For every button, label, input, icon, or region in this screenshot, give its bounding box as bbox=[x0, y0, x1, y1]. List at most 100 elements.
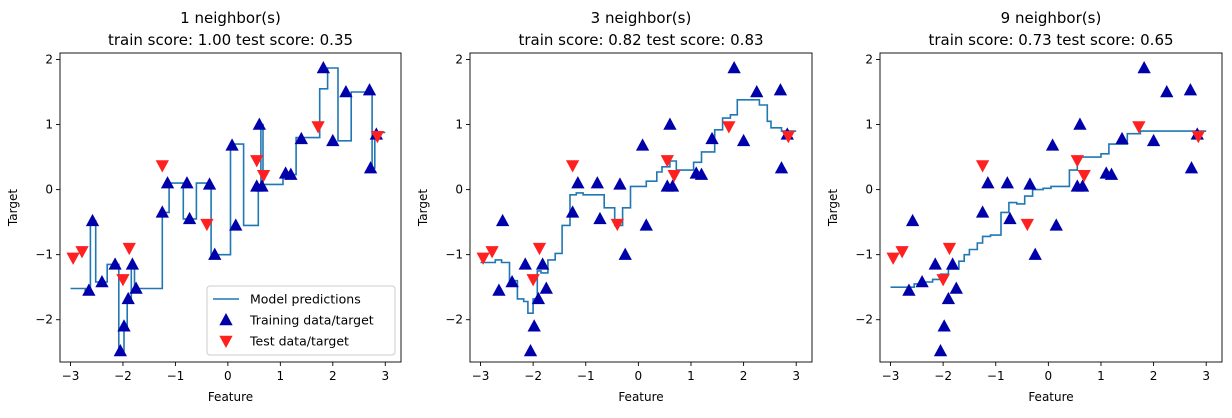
x-tick-label: 1 bbox=[1097, 369, 1105, 383]
training-point bbox=[95, 274, 109, 288]
training-point bbox=[1184, 161, 1199, 174]
test-point bbox=[975, 160, 990, 173]
training-point bbox=[705, 131, 719, 145]
subplot-title-line2: train score: 1.00 test score: 0.35 bbox=[108, 31, 353, 49]
training-point bbox=[527, 319, 541, 332]
x-tick-label: 3 bbox=[1202, 369, 1210, 383]
training-point bbox=[129, 281, 143, 294]
test-point bbox=[722, 121, 736, 134]
training-point bbox=[182, 211, 197, 225]
test-point bbox=[200, 218, 214, 232]
y-tick-label: 1 bbox=[865, 118, 873, 132]
y-tick-label: −1 bbox=[35, 248, 53, 262]
x-tick-label: −2 bbox=[524, 369, 542, 383]
x-axis-label: Feature bbox=[618, 390, 663, 404]
y-tick-label: 0 bbox=[45, 183, 53, 197]
training-point bbox=[1183, 83, 1198, 96]
y-axis-label: Target bbox=[6, 189, 20, 227]
training-point bbox=[937, 319, 951, 332]
training-point bbox=[108, 257, 122, 270]
training-point bbox=[294, 131, 308, 145]
training-point bbox=[774, 161, 789, 174]
legend-frame bbox=[206, 285, 396, 356]
training-point bbox=[495, 213, 510, 227]
training-point bbox=[915, 274, 929, 288]
training-point bbox=[155, 205, 169, 218]
training-point bbox=[750, 85, 764, 98]
test-point bbox=[1077, 170, 1091, 183]
test-point bbox=[667, 170, 681, 183]
model-prediction-line bbox=[480, 99, 797, 315]
legend-label: Test data/target bbox=[249, 334, 349, 349]
x-tick-label: 0 bbox=[224, 369, 232, 383]
training-point bbox=[505, 274, 519, 288]
training-point bbox=[1104, 167, 1119, 180]
x-tick-label: 0 bbox=[1045, 369, 1053, 383]
training-point bbox=[535, 257, 550, 270]
training-point bbox=[665, 179, 680, 192]
training-point bbox=[1049, 218, 1063, 231]
y-tick-label: −2 bbox=[35, 313, 53, 327]
x-tick-label: 1 bbox=[277, 369, 285, 383]
training-point bbox=[933, 343, 948, 357]
training-point bbox=[518, 257, 532, 270]
training-point bbox=[121, 291, 135, 305]
training-point bbox=[85, 213, 100, 227]
training-point bbox=[284, 167, 298, 180]
test-point bbox=[75, 246, 89, 259]
training-point bbox=[225, 138, 239, 151]
test-point bbox=[526, 274, 540, 287]
training-point bbox=[694, 167, 709, 180]
x-tick-label: 3 bbox=[381, 369, 389, 383]
training-point bbox=[1146, 133, 1161, 147]
training-point bbox=[363, 161, 378, 174]
x-tick-label: −2 bbox=[114, 369, 132, 383]
x-tick-label: −3 bbox=[882, 369, 900, 383]
test-point bbox=[886, 252, 900, 265]
training-point bbox=[571, 176, 585, 189]
test-point bbox=[370, 131, 385, 144]
training-point bbox=[1003, 211, 1017, 225]
test-point bbox=[250, 155, 264, 168]
training-point bbox=[1075, 179, 1090, 192]
subplot-3: 9 neighbor(s) train score: 0.73 test scor… bbox=[826, 9, 1223, 404]
y-axis-label: Target bbox=[826, 189, 840, 227]
y-tick-label: 1 bbox=[455, 118, 463, 132]
training-point bbox=[949, 281, 963, 294]
x-axis-label: Feature bbox=[1028, 390, 1073, 404]
test-point bbox=[565, 160, 580, 173]
test-point bbox=[155, 160, 169, 173]
legend-label: Model predictions bbox=[250, 292, 361, 307]
x-axis-label: Feature bbox=[208, 390, 253, 404]
test-point bbox=[1132, 121, 1146, 134]
training-point bbox=[1160, 85, 1174, 98]
test-point bbox=[256, 170, 271, 183]
training-point bbox=[229, 218, 243, 231]
plot-area bbox=[476, 60, 797, 357]
training-point bbox=[905, 213, 920, 227]
training-point bbox=[975, 205, 990, 218]
training-point bbox=[202, 177, 217, 190]
legend-test-swatch bbox=[219, 335, 233, 348]
subplot-1: 1 neighbor(s) train score: 1.00 test scor… bbox=[6, 9, 402, 404]
y-tick-label: 2 bbox=[45, 53, 53, 67]
axes-frame bbox=[59, 52, 402, 363]
training-point bbox=[1023, 177, 1037, 190]
x-tick-label: 2 bbox=[1150, 369, 1158, 383]
training-point bbox=[639, 218, 653, 231]
training-point bbox=[339, 85, 353, 98]
test-point bbox=[485, 246, 499, 259]
training-point bbox=[613, 177, 627, 190]
test-point bbox=[781, 131, 795, 144]
test-point bbox=[610, 218, 624, 232]
training-point bbox=[492, 283, 506, 296]
subplot-title-line2: train score: 0.73 test score: 0.65 bbox=[928, 31, 1173, 49]
training-point bbox=[1073, 117, 1087, 130]
training-point bbox=[125, 257, 140, 270]
training-point bbox=[362, 83, 377, 96]
x-tick-label: 1 bbox=[687, 369, 695, 383]
model-prediction-line bbox=[70, 67, 386, 352]
training-point bbox=[928, 257, 942, 270]
axes-frame bbox=[879, 52, 1223, 363]
training-point bbox=[736, 133, 751, 147]
